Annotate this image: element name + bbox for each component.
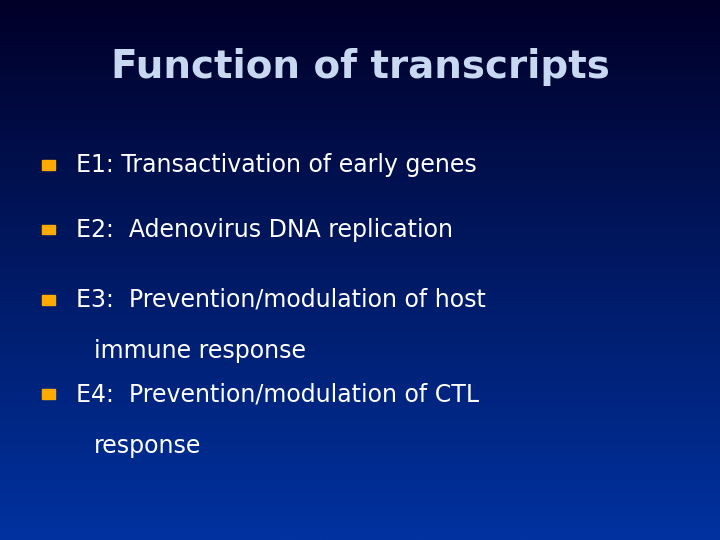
Text: response: response [94,434,201,457]
Text: E4:  Prevention/modulation of CTL: E4: Prevention/modulation of CTL [76,382,479,406]
Text: E2:  Adenovirus DNA replication: E2: Adenovirus DNA replication [76,218,453,241]
Text: E1: Transactivation of early genes: E1: Transactivation of early genes [76,153,477,177]
Text: E3:  Prevention/modulation of host: E3: Prevention/modulation of host [76,288,485,312]
FancyBboxPatch shape [42,225,55,234]
FancyBboxPatch shape [42,160,55,170]
Text: immune response: immune response [94,339,305,363]
FancyBboxPatch shape [42,389,55,399]
FancyBboxPatch shape [42,295,55,305]
Text: Function of transcripts: Function of transcripts [111,49,609,86]
